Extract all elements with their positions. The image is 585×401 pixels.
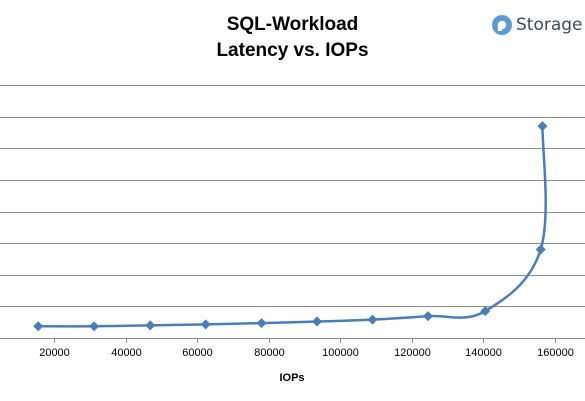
storage-logo-icon: [492, 15, 512, 35]
gridlines: [0, 85, 585, 339]
x-tick-label: 160000: [537, 347, 574, 359]
data-point-marker: [367, 314, 378, 325]
x-tick-label: 120000: [394, 347, 431, 359]
x-tick-label: 60000: [182, 347, 213, 359]
data-point-marker: [33, 321, 44, 332]
x-axis-ticks: 20000 40000 60000 80000 100000 120000 140000 16…: [39, 338, 574, 359]
data-point-marker: [480, 306, 491, 317]
data-point-marker: [256, 318, 267, 329]
series-line: [38, 126, 547, 328]
chart-title: SQL-Workload Latency vs. IOPs: [0, 12, 585, 64]
data-point-marker: [312, 316, 323, 327]
chart-title-line-1: SQL-Workload: [226, 14, 359, 35]
series-markers: [33, 121, 548, 332]
x-tick-label: 40000: [111, 347, 142, 359]
data-point-marker: [422, 311, 433, 322]
x-tick-label: 80000: [254, 347, 285, 359]
data-point-marker: [89, 321, 100, 332]
chart-title-line-2: Latency vs. IOPs: [216, 40, 369, 61]
data-point-marker: [535, 244, 546, 255]
data-point-marker: [200, 319, 211, 330]
data-point-marker: [537, 121, 548, 132]
x-tick-label: 20000: [39, 347, 70, 359]
x-axis-label: IOPs: [279, 372, 304, 384]
x-tick-label: 140000: [465, 347, 502, 359]
x-tick-label: 100000: [322, 347, 359, 359]
brand-name: Storage: [516, 15, 583, 35]
data-point-marker: [145, 320, 156, 331]
brand-logo: Storage: [492, 14, 583, 36]
